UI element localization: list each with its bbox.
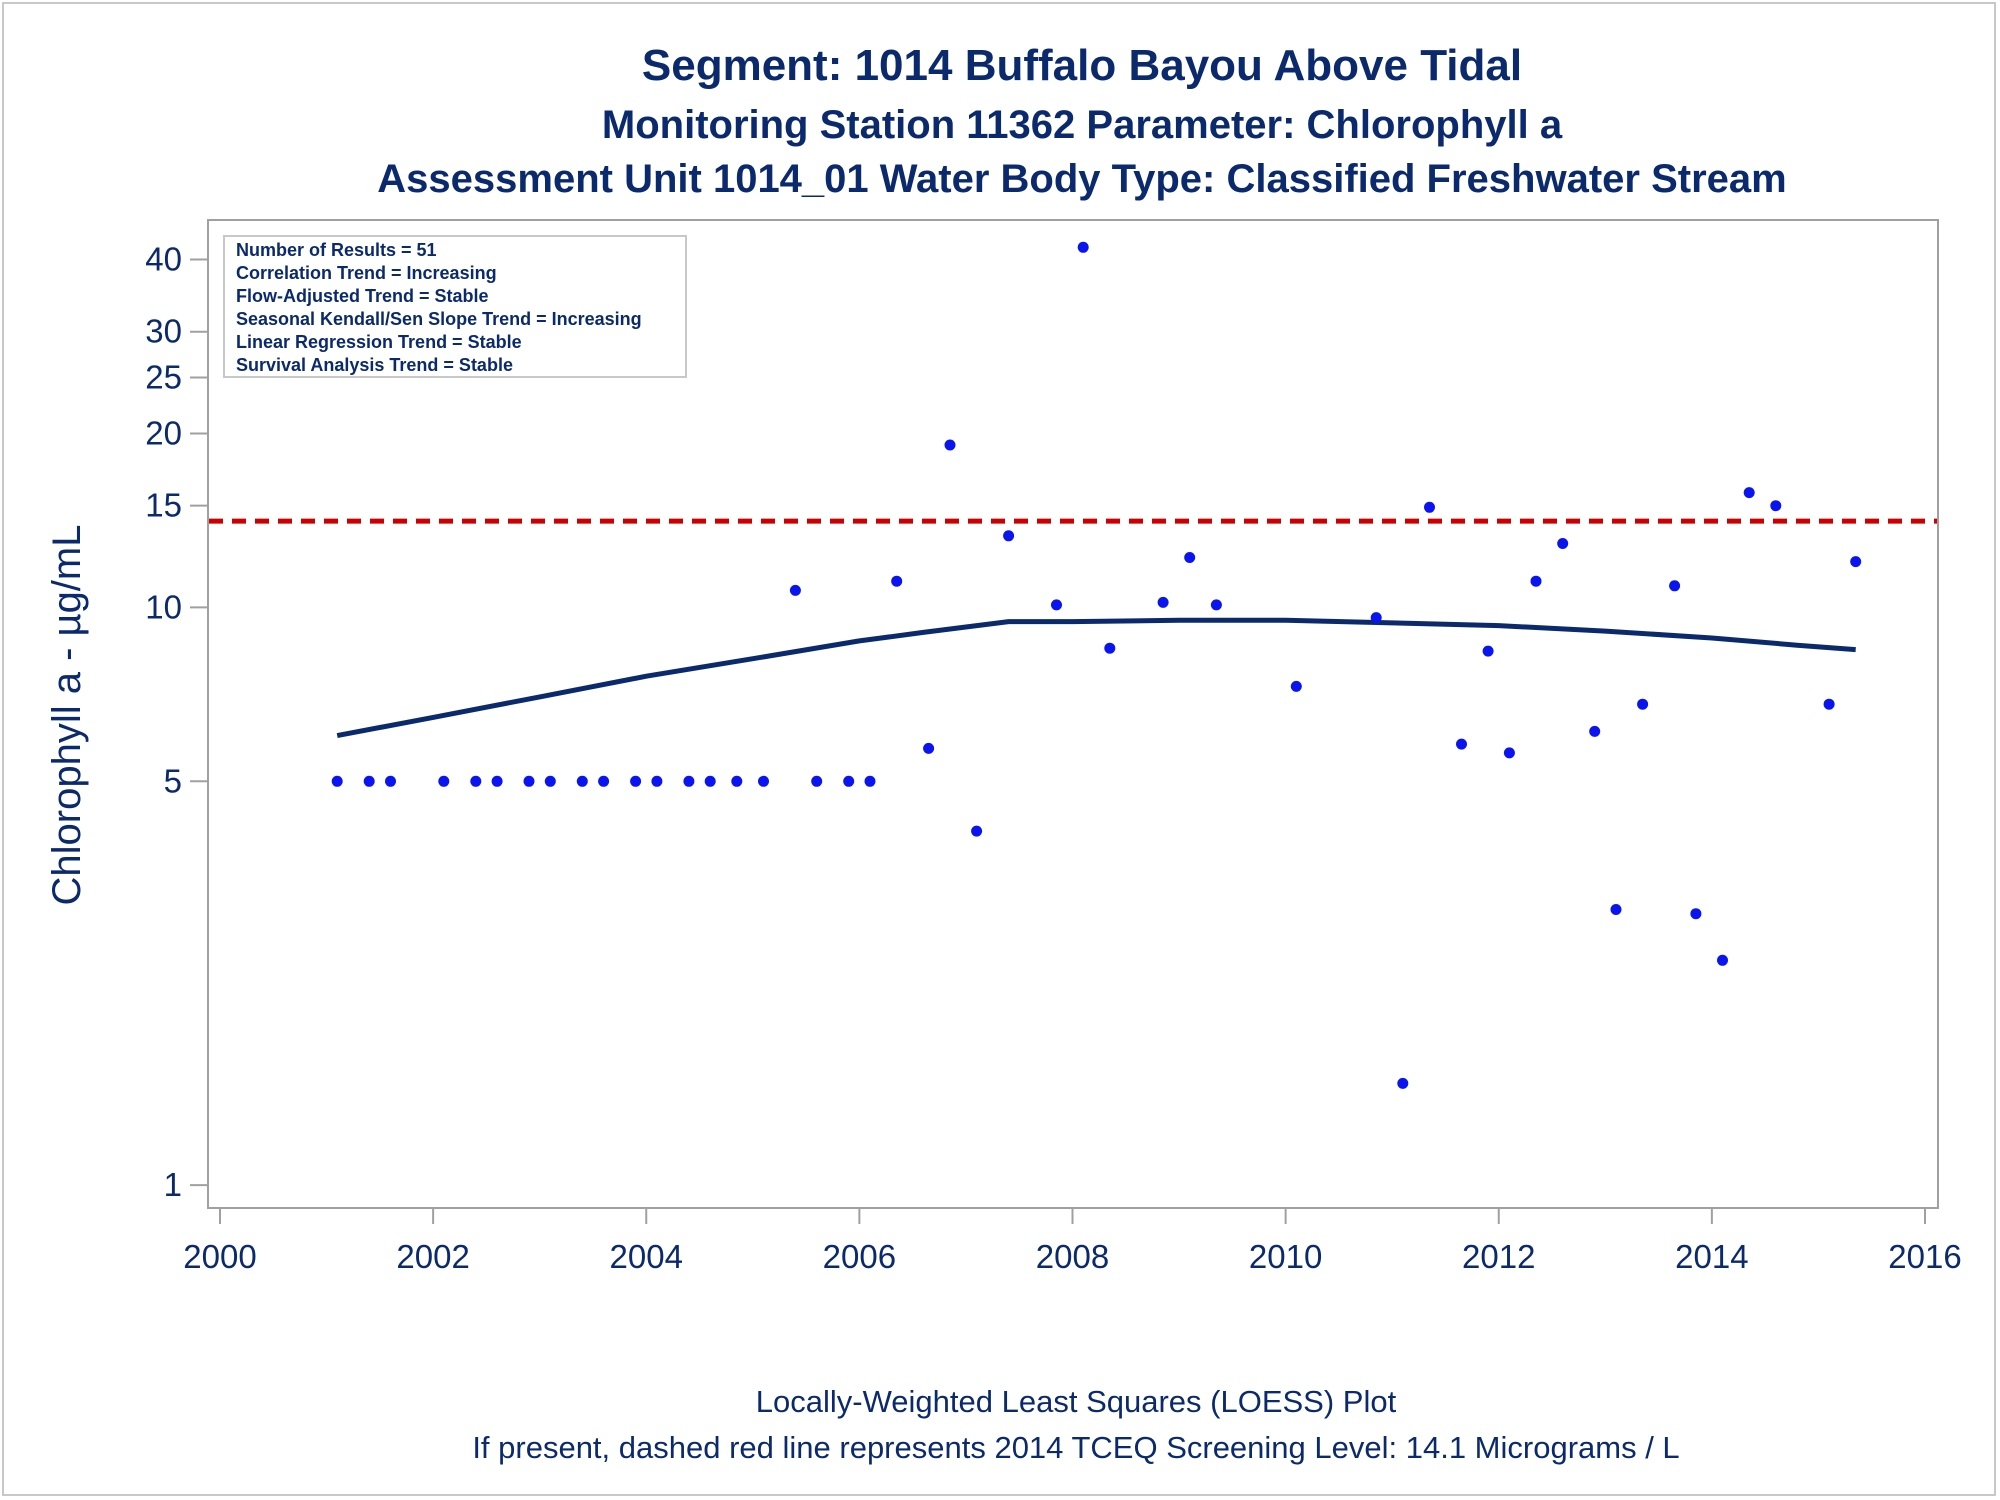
data-point: [1184, 552, 1196, 563]
x-tick-label: 2016: [1888, 1238, 1961, 1275]
data-point: [1003, 530, 1015, 542]
data-point: [1370, 612, 1382, 624]
data-points-layer: [331, 241, 1862, 1089]
data-point: [598, 775, 610, 787]
y-tick-label: 40: [145, 241, 182, 278]
data-point: [944, 439, 956, 451]
data-point: [470, 775, 482, 787]
data-point: [544, 775, 556, 787]
data-point: [683, 775, 695, 787]
x-tick-label: 2000: [183, 1238, 256, 1275]
chart-subtitle-station: Monitoring Station 11362 Parameter: Chlo…: [602, 103, 1563, 147]
data-point: [1717, 954, 1728, 966]
data-point: [1530, 575, 1542, 587]
data-point: [864, 775, 876, 787]
data-point: [630, 775, 642, 787]
inset-line-correlation: Correlation Trend = Increasing: [236, 263, 497, 283]
inset-line-flow-adjusted: Flow-Adjusted Trend = Stable: [236, 286, 489, 306]
trend-inset-box: [223, 235, 687, 378]
x-tick-label: 2006: [823, 1238, 896, 1275]
data-point: [1397, 1077, 1409, 1089]
data-point: [971, 825, 983, 837]
y-axis-label: Chlorophyll a - µg/mL: [45, 525, 89, 906]
data-point: [1669, 580, 1681, 592]
x-axis: 2000 2002 2004 2006 2008 2010 2012 2014 2016: [183, 1208, 1962, 1275]
y-tick-label: 30: [145, 313, 182, 350]
y-tick-label: 20: [145, 414, 182, 451]
data-point: [1290, 680, 1302, 692]
y-tick-label: 1: [164, 1166, 182, 1203]
inset-line-results: Number of Results = 51: [236, 240, 437, 260]
data-point: [385, 775, 396, 787]
data-point: [843, 775, 855, 787]
data-point: [811, 775, 823, 787]
data-point: [1637, 698, 1649, 710]
data-point: [363, 775, 375, 787]
data-point: [1770, 500, 1782, 512]
footnote-loess: Locally-Weighted Least Squares (LOESS) P…: [756, 1384, 1397, 1419]
data-point: [491, 775, 503, 787]
data-point: [1557, 538, 1569, 549]
data-point: [1051, 599, 1062, 611]
data-point: [576, 775, 588, 787]
data-point: [1743, 487, 1755, 499]
data-point: [1823, 698, 1835, 710]
y-tick-label: 10: [145, 588, 182, 625]
data-point: [523, 775, 535, 787]
data-point: [758, 775, 769, 787]
loess-layer: [336, 617, 1856, 739]
data-point: [438, 775, 450, 787]
x-tick-label: 2012: [1462, 1238, 1535, 1275]
x-tick-label: 2008: [1036, 1238, 1109, 1275]
loess-curve: [336, 617, 1856, 739]
data-point: [923, 742, 935, 754]
footnote-screening: If present, dashed red line represents 2…: [472, 1430, 1679, 1465]
x-tick-label: 2004: [610, 1238, 683, 1275]
data-point: [1589, 725, 1601, 737]
x-tick-label: 2002: [396, 1238, 469, 1275]
data-point: [1456, 738, 1467, 750]
data-point: [1690, 908, 1702, 920]
inset-line-linear-regression: Linear Regression Trend = Stable: [236, 332, 522, 352]
data-point: [1482, 645, 1494, 657]
chart-title: Segment: 1014 Buffalo Bayou Above Tidal: [642, 41, 1522, 90]
data-point: [1210, 599, 1222, 611]
inset-line-survival: Survival Analysis Trend = Stable: [236, 355, 513, 375]
data-point: [789, 584, 801, 596]
y-tick-label: 25: [145, 358, 182, 395]
trend-inset: Number of Results = 51 Correlation Trend…: [223, 235, 687, 378]
data-point: [1424, 501, 1435, 513]
data-point: [1850, 556, 1862, 568]
x-tick-label: 2014: [1675, 1238, 1748, 1275]
data-point: [731, 775, 743, 787]
data-point: [651, 775, 663, 787]
data-point: [1610, 904, 1622, 915]
chart-subtitle-assessment: Assessment Unit 1014_01 Water Body Type:…: [377, 157, 1786, 201]
data-point: [1503, 747, 1515, 759]
data-point: [704, 775, 716, 787]
data-point: [1104, 642, 1116, 654]
x-tick-label: 2010: [1249, 1238, 1322, 1275]
data-point: [1157, 596, 1169, 608]
data-point: [331, 775, 343, 787]
y-tick-label: 15: [145, 487, 182, 524]
inset-line-seasonal-kendall: Seasonal Kendall/Sen Slope Trend = Incre…: [236, 309, 642, 329]
y-tick-label: 5: [164, 762, 182, 799]
data-point: [1077, 241, 1089, 253]
data-point: [891, 575, 903, 587]
